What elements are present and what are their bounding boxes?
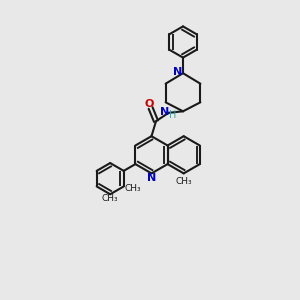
Text: O: O xyxy=(145,99,154,109)
Text: N: N xyxy=(147,173,156,183)
Text: N: N xyxy=(160,107,169,117)
Text: N: N xyxy=(173,67,182,77)
Text: CH₃: CH₃ xyxy=(102,194,119,203)
Text: H: H xyxy=(169,110,176,120)
Text: CH₃: CH₃ xyxy=(176,177,192,186)
Text: CH₃: CH₃ xyxy=(124,184,141,193)
